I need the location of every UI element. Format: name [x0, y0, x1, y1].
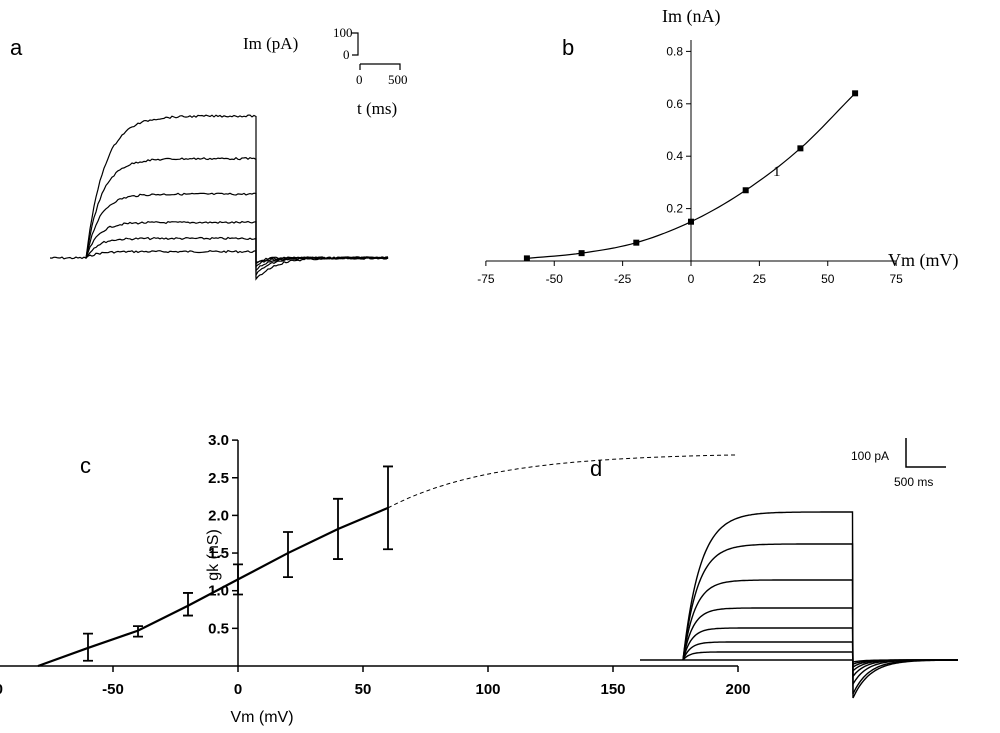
panel-b-xtick-label: 25: [753, 272, 767, 286]
panel-c-ytick-label: 0.5: [208, 620, 229, 637]
panel-d-xscale-label: 500 ms: [894, 475, 933, 489]
panel-b-xtick-label: 50: [821, 272, 835, 286]
panel-d-trace: [682, 579, 958, 687]
panel-c-xtick-label: 150: [600, 681, 625, 698]
panel-letter-a: a: [10, 35, 23, 60]
panel-b-data-point: [578, 250, 585, 257]
panel-a-yscale-bar: [352, 32, 359, 56]
panel-b-data-point: [688, 218, 694, 225]
panel-b-xtick-label: -25: [614, 272, 632, 286]
panel-d-scale-bar: [905, 438, 946, 468]
panel-c-xtick-label: 50: [355, 681, 372, 698]
panel-a-trace: [85, 220, 389, 268]
panel-b-xtick-label: -50: [546, 272, 564, 286]
panel-c-ytick-label: 3.0: [208, 432, 229, 449]
panel-letter-d: d: [590, 456, 602, 481]
panel-b-ytick-label: 0.2: [666, 202, 683, 216]
panel-c-fit-line: [37, 506, 389, 668]
panel-c-error-bar: [383, 465, 393, 551]
panel-c-error-bar: [333, 497, 343, 560]
panel-b-xtick-label: -75: [477, 272, 495, 286]
panel-d-yscale-label: 100 pA: [851, 449, 889, 463]
panel-b-xtick-label: 0: [688, 272, 695, 286]
panel-b-ytick-label: 0.8: [666, 44, 683, 58]
panel-c-ylabel: gk (nS): [205, 529, 222, 581]
panel-b-ytick-label: 0.6: [666, 97, 683, 111]
panel-c-xtick-label: 100: [475, 681, 500, 698]
panel-c-error-bar: [233, 563, 243, 596]
panel-c-xtick-label: -50: [102, 681, 124, 698]
panel-c-error-bar: [183, 592, 193, 617]
panel-c-error-bar: [133, 625, 143, 638]
panel-c-xtick-label: -100: [0, 681, 3, 698]
panel-a-trace: [85, 249, 389, 263]
panel-a-xscale-bar: [359, 63, 401, 70]
panel-b-ylabel: Im (nA): [662, 6, 720, 27]
panel-c-error-bar: [283, 531, 293, 579]
panel-b-data-point: [797, 145, 804, 152]
panel-letter-c: c: [80, 453, 91, 478]
panel-c-xtick-label: 200: [725, 681, 750, 698]
panel-c-xtick-label: 0: [234, 681, 242, 698]
panel-letter-b: b: [562, 35, 574, 60]
panel-b-xtick-label: 75: [889, 272, 903, 286]
panel-a-trace: [85, 114, 389, 281]
panel-a-traces: Im (pA) 100 0 0 500 t (ms): [49, 25, 408, 281]
panel-d-trace: [682, 511, 958, 699]
panel-c-extrapolation: [387, 454, 739, 509]
panel-c-ytick-label: 1.5: [208, 545, 229, 562]
panel-a-ytick-bottom: 0: [343, 47, 350, 62]
panel-b-data-point: [523, 255, 530, 262]
panel-c-error-bar: [83, 632, 93, 662]
panel-b-ytick-label: 0.4: [666, 149, 683, 163]
panel-d-trace: [682, 651, 958, 666]
panel-a-ylabel: Im (pA): [243, 34, 298, 53]
panel-b-xlabel: Vm (mV): [888, 250, 959, 271]
panel-c-xlabel: Vm (mV): [230, 709, 293, 726]
panel-b-data-point: [852, 90, 859, 97]
panel-b-data-point: [633, 239, 640, 246]
panel-a-baseline: [49, 256, 87, 260]
panel-b-plot: Im (nA) Vm (mV) 1 -75 -50 -25 0 25 50 75 0.2 0.4…: [477, 6, 958, 286]
panel-a-xtick-left: 0: [356, 72, 363, 87]
panel-d-trace: [682, 641, 958, 669]
panel-d-traces: 100 pA 500 ms: [640, 438, 958, 699]
panel-c-ytick-label: 2.0: [208, 507, 229, 524]
panel-d-trace: [682, 627, 958, 673]
panel-c-ytick-label: 2.5: [208, 470, 229, 487]
panel-b-data-point: [742, 187, 749, 194]
panel-a-xtick-right: 500: [388, 72, 408, 87]
panel-d-trace: [682, 543, 958, 695]
panel-a-trace: [85, 192, 389, 272]
panel-a-xlabel: t (ms): [357, 99, 397, 118]
panel-b-annotation: 1: [773, 164, 781, 180]
panel-a-ytick-top: 100: [333, 25, 353, 40]
panel-c-plot: Vm (mV) gk (nS) -100 -50 0 50 100 150 200 0.5 1.…: [0, 432, 751, 726]
